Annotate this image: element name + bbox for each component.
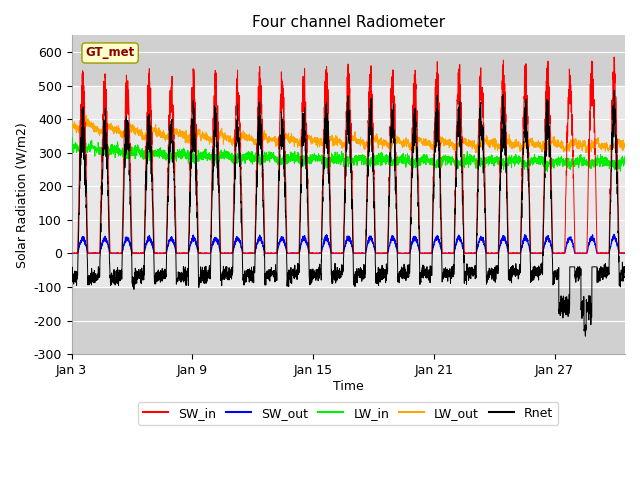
Y-axis label: Solar Radiation (W/m2): Solar Radiation (W/m2) xyxy=(15,122,28,267)
Legend: SW_in, SW_out, LW_in, LW_out, Rnet: SW_in, SW_out, LW_in, LW_out, Rnet xyxy=(138,402,558,425)
X-axis label: Time: Time xyxy=(333,380,364,393)
Text: GT_met: GT_met xyxy=(86,47,135,60)
Title: Four channel Radiometer: Four channel Radiometer xyxy=(252,15,445,30)
Bar xyxy=(72,85,625,287)
